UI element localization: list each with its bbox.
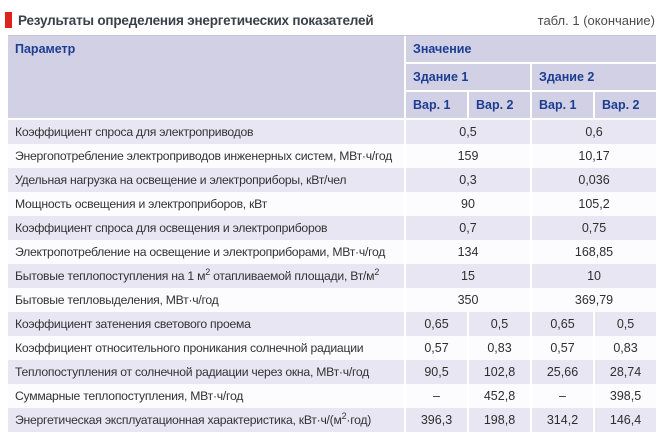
table-row: Коэффициент спроса для освещения и элект… bbox=[8, 216, 657, 240]
value-cell: 0,5 bbox=[467, 312, 530, 336]
title-bar: Результаты определения энергетических по… bbox=[0, 0, 660, 33]
red-marker-icon bbox=[5, 12, 12, 28]
table-row: Электропотребление на освещение и электр… bbox=[8, 240, 657, 264]
value-cell: 0,7 bbox=[404, 216, 530, 240]
value-cell: 452,8 bbox=[467, 384, 530, 408]
table-row: Бытовые тепловыделения, МВт·ч/год 350 369,… bbox=[8, 288, 657, 312]
param-cell: Суммарные теплопоступления, МВт·ч/год bbox=[8, 384, 404, 408]
value-cell: 0,5 bbox=[593, 312, 657, 336]
header-value: Значение bbox=[404, 36, 657, 64]
value-cell: 0,65 bbox=[530, 312, 593, 336]
header-parameter: Параметр bbox=[8, 36, 404, 120]
value-cell: 314,2 bbox=[530, 408, 593, 432]
table-row: Удельная нагрузка на освещение и электро… bbox=[8, 168, 657, 192]
table-row: Коэффициент спроса для электроприводов 0,… bbox=[8, 120, 657, 144]
param-cell: Коэффициент затенения светового проема bbox=[8, 312, 404, 336]
value-cell: 396,3 bbox=[404, 408, 467, 432]
table-caption: табл. 1 (окончание) bbox=[537, 12, 655, 28]
table-title: Результаты определения энергетических по… bbox=[18, 12, 374, 28]
table-row: Мощность освещения и электроприборов, кВ… bbox=[8, 192, 657, 216]
header-variant: Вар. 1 bbox=[530, 92, 593, 120]
value-cell: 0,57 bbox=[404, 336, 467, 360]
value-cell: 25,66 bbox=[530, 360, 593, 384]
value-cell: 90 bbox=[404, 192, 530, 216]
header-building-1: Здание 1 bbox=[404, 64, 530, 92]
value-cell: – bbox=[530, 384, 593, 408]
value-cell: 146,4 bbox=[593, 408, 657, 432]
value-cell: – bbox=[404, 384, 467, 408]
table-row: Бытовые теплопоступления на 1 м2 отаплив… bbox=[8, 264, 657, 288]
table-row: Коэффициент затенения светового проема 0,… bbox=[8, 312, 657, 336]
value-cell: 134 bbox=[404, 240, 530, 264]
value-cell: 0,75 bbox=[530, 216, 657, 240]
value-cell: 0,83 bbox=[593, 336, 657, 360]
value-cell: 10,17 bbox=[530, 144, 657, 168]
table-header: Параметр Значение Здание 1 Здание 2 Вар.… bbox=[8, 36, 657, 120]
value-cell: 105,2 bbox=[530, 192, 657, 216]
value-cell: 10 bbox=[530, 264, 657, 288]
value-cell: 0,6 bbox=[530, 120, 657, 144]
value-cell: 350 bbox=[404, 288, 530, 312]
value-cell: 168,85 bbox=[530, 240, 657, 264]
value-cell: 0,65 bbox=[404, 312, 467, 336]
param-cell: Коэффициент относительного проникания со… bbox=[8, 336, 404, 360]
header-building-2: Здание 2 bbox=[530, 64, 657, 92]
param-cell: Коэффициент спроса для освещения и элект… bbox=[8, 216, 404, 240]
table-row: Коэффициент относительного проникания со… bbox=[8, 336, 657, 360]
value-cell: 198,8 bbox=[467, 408, 530, 432]
value-cell: 369,79 bbox=[530, 288, 657, 312]
table-row: Суммарные теплопоступления, МВт·ч/год –45… bbox=[8, 384, 657, 408]
param-cell: Бытовые теплопоступления на 1 м2 отаплив… bbox=[8, 264, 404, 288]
table-row: Энергопотребление электроприводов инжене… bbox=[8, 144, 657, 168]
param-cell: Бытовые тепловыделения, МВт·ч/год bbox=[8, 288, 404, 312]
param-cell: Удельная нагрузка на освещение и электро… bbox=[8, 168, 404, 192]
value-cell: 0,3 bbox=[404, 168, 530, 192]
energy-indicators-table: Параметр Значение Здание 1 Здание 2 Вар.… bbox=[8, 35, 657, 432]
header-variant: Вар. 1 bbox=[404, 92, 467, 120]
param-cell: Коэффициент спроса для электроприводов bbox=[8, 120, 404, 144]
value-cell: 90,5 bbox=[404, 360, 467, 384]
table-row: Энергетическая эксплуатационная характер… bbox=[8, 408, 657, 432]
header-variant: Вар. 2 bbox=[593, 92, 657, 120]
value-cell: 28,74 bbox=[593, 360, 657, 384]
value-cell: 398,5 bbox=[593, 384, 657, 408]
value-cell: 15 bbox=[404, 264, 530, 288]
table-body: Коэффициент спроса для электроприводов 0,… bbox=[8, 120, 657, 432]
value-cell: 159 bbox=[404, 144, 530, 168]
value-cell: 102,8 bbox=[467, 360, 530, 384]
value-cell: 0,57 bbox=[530, 336, 593, 360]
value-cell: 0,83 bbox=[467, 336, 530, 360]
value-cell: 0,036 bbox=[530, 168, 657, 192]
param-cell: Энергетическая эксплуатационная характер… bbox=[8, 408, 404, 432]
param-cell: Энергопотребление электроприводов инжене… bbox=[8, 144, 404, 168]
param-cell: Мощность освещения и электроприборов, кВ… bbox=[8, 192, 404, 216]
table-row: Теплопоступления от солнечной радиации ч… bbox=[8, 360, 657, 384]
value-cell: 0,5 bbox=[404, 120, 530, 144]
header-variant: Вар. 2 bbox=[467, 92, 530, 120]
param-cell: Электропотребление на освещение и электр… bbox=[8, 240, 404, 264]
param-cell: Теплопоступления от солнечной радиации ч… bbox=[8, 360, 404, 384]
